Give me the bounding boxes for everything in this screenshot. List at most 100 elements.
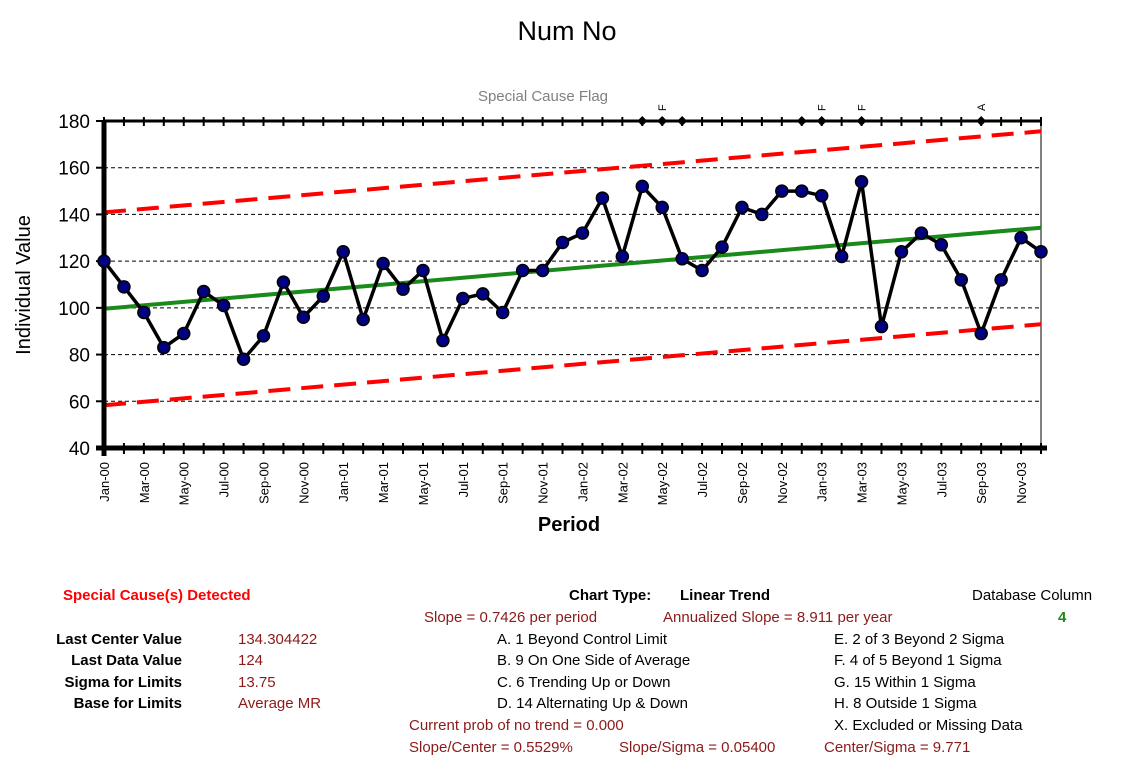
y-tick-label-80: 80	[69, 346, 90, 367]
data-point-10	[296, 310, 311, 324]
data-point-0	[97, 254, 111, 268]
chart-type-value: Linear Trend	[680, 587, 771, 604]
data-point-39	[874, 319, 889, 334]
data-point-4	[176, 326, 191, 341]
rule-g: G. 15 Within 1 Sigma	[834, 674, 976, 691]
data-point-42	[934, 238, 949, 252]
data-point-7	[236, 352, 251, 366]
chart-type-label: Chart Type:	[569, 587, 652, 604]
data-point-14	[376, 256, 390, 271]
flag-marker-35	[796, 116, 807, 126]
data-point-27	[635, 179, 650, 194]
data-point-3	[157, 340, 171, 355]
series-line	[102, 181, 1043, 363]
data-point-44	[974, 326, 988, 341]
stat-label-last-data: Last Data Value	[71, 652, 182, 669]
flag-marker-28	[657, 116, 668, 126]
data-point-31	[715, 240, 729, 254]
special-cause-detected: Special Cause(s) Detected	[63, 587, 251, 604]
x-tick-label-Jul-00: Jul-00	[217, 462, 232, 497]
data-point-47	[1034, 245, 1048, 259]
data-point-36	[814, 188, 829, 203]
data-point-45	[994, 273, 1008, 287]
lower-control-limit	[103, 322, 1042, 408]
center-trend-line	[103, 225, 1042, 311]
special-cause-flag-label: Special Cause Flag	[478, 88, 608, 105]
data-point-21	[515, 263, 530, 278]
flag-code-36: F	[817, 104, 829, 111]
data-point-9	[276, 275, 291, 289]
flag-marker-36	[816, 116, 827, 126]
x-tick-label-Sep-00: Sep-00	[256, 462, 271, 504]
data-point-15	[396, 282, 410, 296]
rule-x: X. Excluded or Missing Data	[834, 717, 1023, 734]
flag-marker-44	[976, 116, 987, 126]
chart-title: Num No	[517, 16, 616, 46]
slope-sigma: Slope/Sigma = 0.05400	[619, 739, 776, 756]
data-point-46	[1014, 231, 1028, 245]
x-tick-label-Mar-03: Mar-03	[855, 462, 870, 503]
data-series	[97, 174, 1048, 366]
flag-code-28: F	[657, 104, 669, 111]
rule-f: F. 4 of 5 Beyond 1 Sigma	[834, 652, 1002, 669]
rule-h: H. 8 Outside 1 Sigma	[834, 695, 977, 712]
data-point-26	[615, 249, 630, 264]
y-axis-label: Individual Value	[13, 215, 35, 355]
rule-a: A. 1 Beyond Control Limit	[497, 631, 668, 648]
x-tick-label-May-02: May-02	[655, 462, 670, 505]
data-point-13	[356, 312, 370, 327]
y-tick-label-160: 160	[58, 159, 90, 180]
data-point-8	[256, 329, 271, 343]
data-point-18	[456, 291, 470, 306]
stat-value-last-data: 124	[238, 652, 264, 669]
x-tick-label-Jan-00: Jan-00	[97, 462, 112, 502]
x-tick-label-May-03: May-03	[894, 462, 909, 505]
database-column-label: Database Column	[972, 587, 1093, 604]
flag-marker-27	[637, 116, 648, 126]
x-tick-label-Jul-01: Jul-01	[456, 462, 471, 497]
data-point-37	[834, 249, 849, 264]
y-tick-label-140: 140	[58, 205, 90, 226]
x-tick-label-Nov-01: Nov-01	[536, 462, 551, 504]
data-point-12	[336, 245, 350, 259]
rule-b: B. 9 On One Side of Average	[497, 652, 691, 669]
data-point-6	[216, 298, 231, 313]
x-tick-label-Mar-01: Mar-01	[376, 462, 391, 503]
data-point-28	[655, 200, 669, 215]
rule-d: D. 14 Alternating Up & Down	[497, 695, 688, 712]
y-tick-label-100: 100	[58, 299, 90, 320]
x-tick-label-Nov-00: Nov-00	[296, 462, 311, 504]
stat-label-sigma: Sigma for Limits	[64, 674, 182, 691]
stat-value-sigma: 13.75	[238, 674, 276, 691]
data-point-29	[675, 252, 689, 266]
data-point-20	[495, 305, 510, 320]
upper-control-limit	[103, 129, 1042, 215]
x-tick-label-Jul-02: Jul-02	[695, 462, 710, 497]
annualized-slope-text: Annualized Slope = 8.911 per year	[663, 609, 893, 626]
x-tick-label-Jan-02: Jan-02	[575, 462, 590, 502]
x-tick-label-Sep-01: Sep-01	[496, 462, 511, 504]
flag-code-38: F	[857, 104, 869, 111]
data-point-1	[117, 280, 131, 294]
data-point-25	[595, 191, 610, 205]
data-point-38	[854, 174, 869, 189]
prob-no-trend: Current prob of no trend = 0.000	[409, 717, 624, 734]
flag-marker-29	[677, 116, 688, 126]
data-point-43	[954, 273, 969, 287]
x-tick-label-Nov-02: Nov-02	[775, 462, 790, 504]
data-point-32	[735, 200, 749, 215]
data-point-23	[555, 235, 570, 250]
data-point-40	[894, 245, 909, 259]
x-tick-label-Sep-02: Sep-02	[735, 462, 750, 504]
data-point-22	[535, 263, 550, 278]
x-tick-label-Nov-03: Nov-03	[1014, 462, 1029, 504]
x-tick-label-Mar-02: Mar-02	[615, 462, 630, 503]
data-point-41	[914, 226, 929, 240]
flag-marker-38	[856, 116, 867, 126]
stat-label-last-center: Last Center Value	[56, 631, 182, 648]
y-tick-label-60: 60	[69, 392, 90, 413]
data-point-33	[755, 207, 769, 222]
center-sigma: Center/Sigma = 9.771	[824, 739, 971, 756]
